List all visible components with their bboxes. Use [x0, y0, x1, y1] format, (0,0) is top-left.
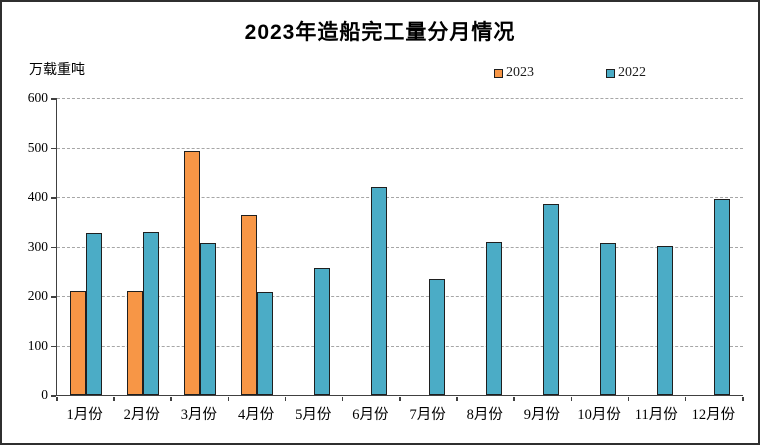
x-tick-5	[341, 396, 344, 401]
x-label-1: 1月份	[66, 407, 103, 423]
legend: 2023 2022	[494, 65, 646, 81]
x-label-12: 12月份	[691, 407, 736, 423]
gridline-100	[57, 345, 743, 347]
plot-area	[56, 98, 743, 396]
legend-entry-2023: 2023	[494, 65, 534, 81]
x-label-8: 8月份	[466, 407, 503, 423]
x-tick-8	[513, 396, 515, 401]
gridline-200	[57, 296, 743, 297]
y-tick-200	[51, 296, 56, 298]
x-tick-10	[627, 396, 630, 401]
bar-2022-9月份	[542, 204, 559, 395]
y-tick-label-400: 400	[27, 189, 48, 204]
x-tick-12	[742, 396, 744, 401]
x-label-6: 6月份	[352, 407, 389, 423]
bar-2022-3月份	[199, 242, 216, 395]
legend-swatch-2023-icon	[494, 68, 503, 78]
bar-2022-8月份	[485, 241, 502, 395]
x-tick-3	[227, 396, 229, 401]
bar-2023-2月份	[126, 290, 143, 395]
y-tick-label-200: 200	[27, 288, 48, 303]
y-tick-label-300: 300	[27, 238, 48, 254]
x-label-10: 10月份	[577, 407, 621, 423]
legend-label-2023: 2023	[506, 65, 534, 80]
bar-2023-3月份	[183, 151, 200, 395]
y-tick-400	[51, 197, 56, 199]
chart-title: 2023年造船完工量分月情况	[244, 21, 516, 44]
y-tick-0	[51, 395, 56, 397]
bar-2022-12月份	[714, 199, 731, 395]
bar-2022-6月份	[371, 186, 388, 395]
x-label-2: 2月份	[123, 407, 160, 423]
legend-label-2022: 2022	[618, 65, 646, 80]
legend-entry-2022: 2022	[606, 65, 646, 81]
bar-2022-11月份	[657, 245, 674, 395]
y-tick-300	[51, 246, 56, 248]
y-tick-600	[51, 98, 56, 100]
bar-2022-1月份	[85, 233, 102, 395]
x-tick-7	[456, 396, 458, 401]
x-tick-1	[113, 396, 115, 401]
y-tick-label-500: 500	[27, 139, 48, 155]
bar-2022-2月份	[142, 232, 159, 395]
x-label-11: 11月份	[634, 407, 678, 423]
x-label-4: 4月份	[237, 407, 275, 423]
gridline-500	[57, 147, 743, 149]
x-tick-9	[570, 396, 572, 401]
x-label-7: 7月份	[409, 407, 446, 423]
bar-2022-4月份	[257, 291, 274, 395]
bar-2022-5月份	[314, 268, 331, 395]
x-tick-0	[56, 396, 58, 401]
y-tick-label-0: 0	[41, 387, 48, 402]
y-tick-100	[51, 345, 56, 347]
x-tick-4	[284, 396, 287, 401]
bar-2023-1月份	[69, 290, 86, 395]
legend-swatch-2022-icon	[606, 68, 615, 78]
gridline-400	[57, 197, 743, 198]
gridline-600	[57, 98, 743, 99]
bar-2022-10月份	[600, 242, 617, 395]
gridline-300	[57, 246, 743, 248]
y-tick-label-100: 100	[27, 337, 48, 353]
x-tick-11	[684, 396, 687, 401]
x-label-9: 9月份	[523, 407, 561, 423]
x-tick-2	[170, 396, 172, 401]
y-tick-500	[51, 147, 56, 149]
x-tick-6	[399, 396, 401, 401]
x-label-5: 5月份	[295, 407, 332, 423]
x-label-3: 3月份	[180, 407, 218, 423]
bar-2023-4月份	[241, 214, 258, 395]
y-tick-label-600: 600	[27, 90, 48, 105]
y-axis-unit-label: 万载重吨	[29, 63, 85, 78]
bar-2022-7月份	[428, 279, 445, 395]
